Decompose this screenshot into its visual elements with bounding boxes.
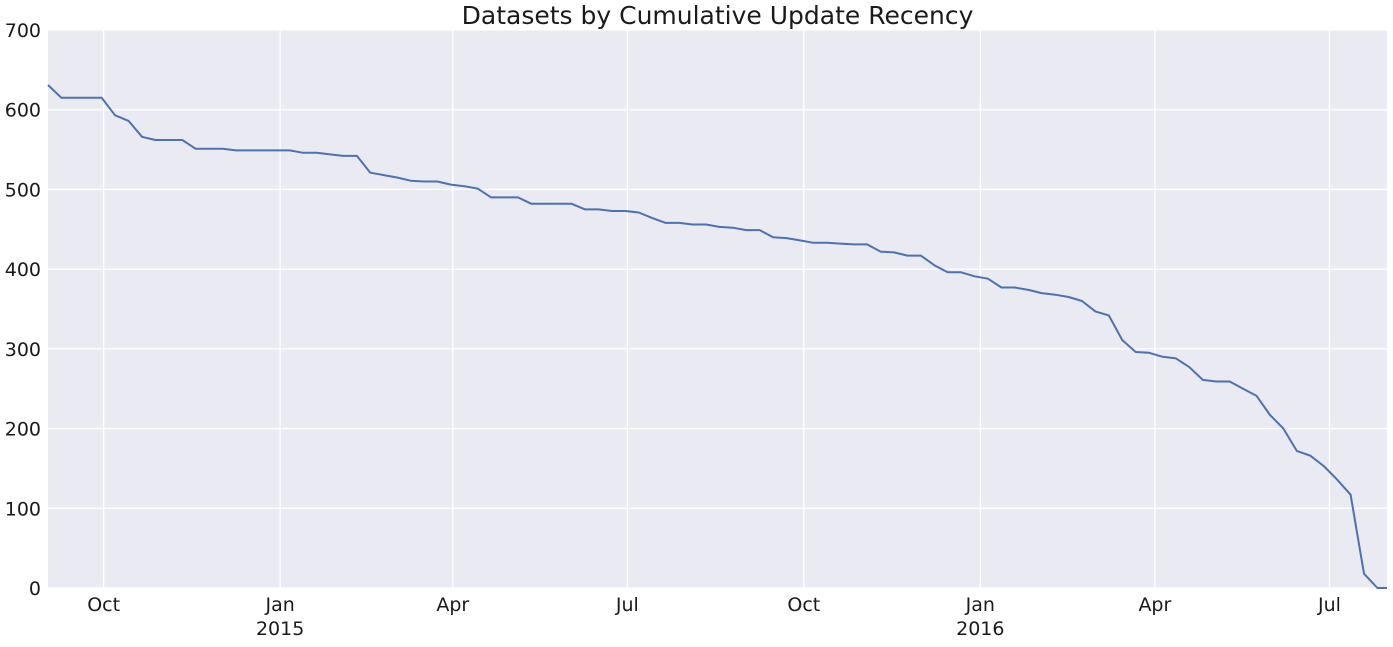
- x-tick-label: Apr: [1138, 594, 1171, 616]
- y-tick-label: 100: [5, 498, 41, 520]
- x-tick-label: Jul: [1317, 594, 1341, 616]
- x-tick-label: Apr: [436, 594, 469, 616]
- y-tick-label: 300: [5, 339, 41, 361]
- y-tick-label: 500: [5, 179, 41, 201]
- y-tick-label: 400: [5, 259, 41, 281]
- x-tick-label: Oct: [87, 594, 120, 616]
- x-tick-label: Jan: [264, 594, 294, 616]
- y-tick-label: 0: [29, 578, 41, 600]
- y-tick-label: 600: [5, 100, 41, 122]
- x-tick-label: Oct: [787, 594, 820, 616]
- y-axis: 0 100 200 300 400 500 600 700: [5, 20, 41, 600]
- x-tick-label: Jul: [615, 594, 639, 616]
- plot-background: [48, 30, 1387, 588]
- y-tick-label: 200: [5, 419, 41, 441]
- x-tick-label: Jan: [965, 594, 995, 616]
- y-tick-label: 700: [5, 20, 41, 42]
- x-tick-year-label: 2016: [956, 618, 1004, 640]
- chart-title: Datasets by Cumulative Update Recency: [462, 1, 974, 30]
- x-tick-year-label: 2015: [256, 618, 304, 640]
